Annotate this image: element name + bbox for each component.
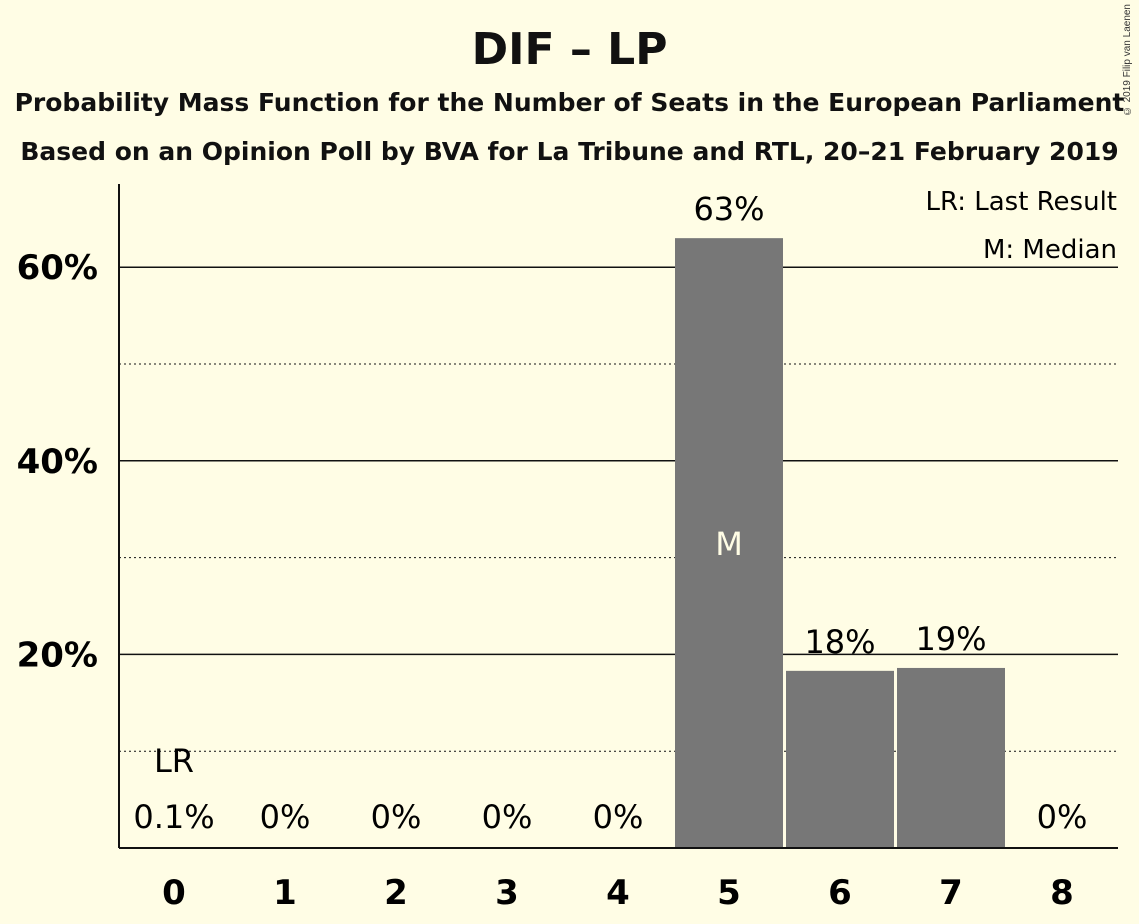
x-tick-label: 0 [162, 873, 186, 913]
x-tick-label: 5 [717, 873, 741, 913]
data-label: 0.1% [133, 798, 214, 836]
last-result-marker: LR [154, 742, 194, 780]
x-tick-label: 6 [828, 873, 852, 913]
x-tick-label: 1 [273, 873, 297, 913]
y-tick-label: 60% [17, 248, 98, 288]
median-marker: M [715, 525, 743, 563]
x-tick-label: 2 [384, 873, 408, 913]
bar [786, 670, 894, 848]
data-label: 63% [693, 190, 764, 228]
legend: LR: Last Result M: Median [925, 187, 1117, 265]
bar [675, 238, 783, 848]
x-tick-label: 4 [606, 873, 630, 913]
data-label: 0% [1037, 798, 1088, 836]
bar [897, 667, 1005, 848]
data-label: 19% [915, 620, 986, 658]
chart-title: DIF – LP [471, 24, 668, 75]
y-tick-label: 20% [17, 635, 98, 675]
labels: 20% 40% 60% 0 1 2 3 4 5 6 7 8 0.1% 0% 0% 0% 0% 63% 18% 19% 0… [17, 190, 1088, 913]
data-label: 0% [482, 798, 533, 836]
legend-entry: M: Median [983, 235, 1117, 265]
legend-entry: LR: Last Result [925, 187, 1117, 217]
gridlines [119, 266, 1118, 752]
chart-subtitle: Probability Mass Function for the Number… [14, 88, 1125, 117]
data-label: 18% [804, 623, 875, 661]
bars [675, 238, 1005, 848]
data-label: 0% [593, 798, 644, 836]
x-tick-label: 8 [1050, 873, 1074, 913]
x-tick-label: 3 [495, 873, 519, 913]
x-tick-label: 7 [939, 873, 963, 913]
data-label: 0% [371, 798, 422, 836]
chart-subtitle-source: Based on an Opinion Poll by BVA for La T… [20, 137, 1119, 166]
data-label: 0% [260, 798, 311, 836]
y-tick-label: 40% [17, 442, 98, 482]
axes [118, 184, 1118, 849]
